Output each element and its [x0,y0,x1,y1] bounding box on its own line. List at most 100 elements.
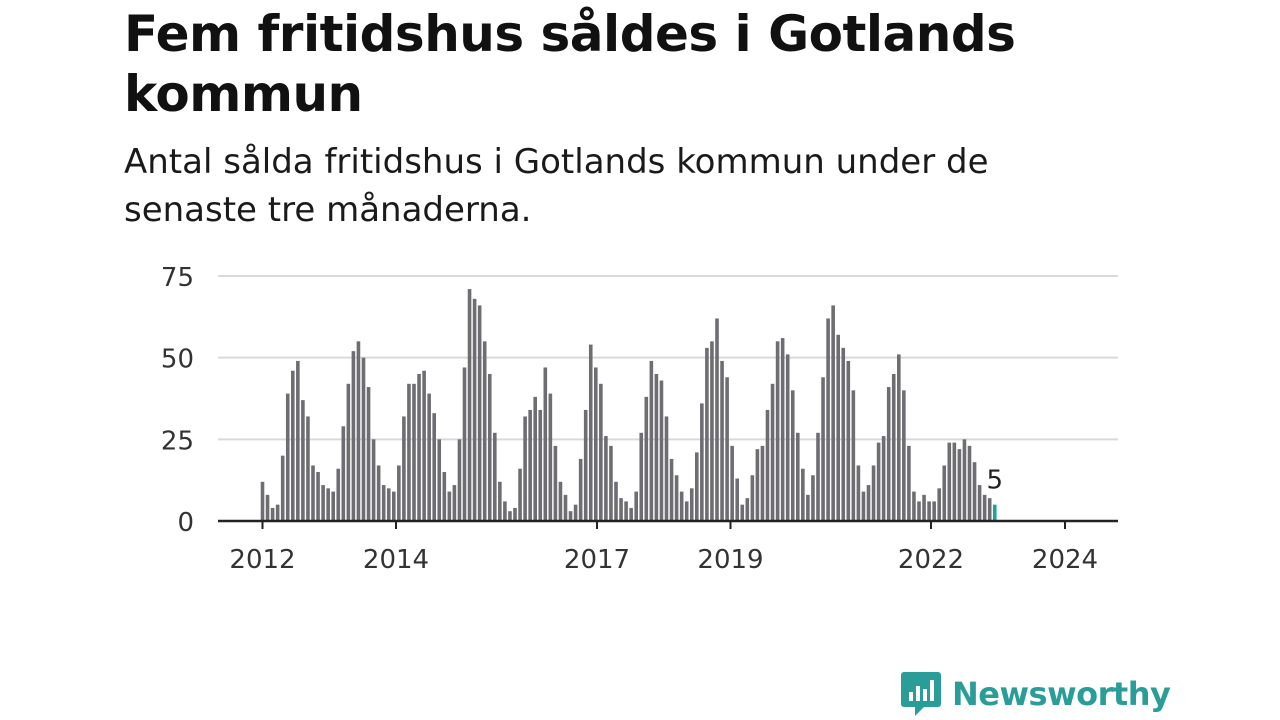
bar [674,475,679,521]
bar [513,507,517,521]
bar [467,289,472,521]
bar [326,488,330,521]
bar [331,491,335,521]
bar [270,507,275,521]
bar [654,374,659,521]
bar [871,465,876,521]
bar [775,341,780,521]
bar [523,416,527,521]
bar [785,354,790,521]
bar [493,432,497,521]
bar [558,481,563,521]
bar [937,488,941,521]
brand-logo[interactable]: Newsworthy [900,668,1171,720]
bar [376,465,381,521]
bar [392,491,396,521]
x-axis-labels: 2012 2014 2017 2019 2022 2024 [229,521,1098,575]
bar [543,367,548,521]
bar [311,465,315,521]
chart-subtitle: Antal sålda fritidshus i Gotlands kommun… [124,142,989,230]
bar [604,436,608,521]
bar [886,387,891,521]
bar [280,455,285,521]
bars [260,289,997,521]
bar [735,478,739,521]
bar [417,374,421,521]
bar [422,370,426,521]
bar [265,494,270,521]
bar [816,432,820,521]
bar [780,338,785,521]
bar [927,501,931,521]
bar [922,494,926,521]
bar [705,347,709,521]
bar [972,462,977,521]
bar [296,360,300,521]
bar [897,354,901,521]
bar [498,481,502,521]
bar [907,445,911,521]
bar [982,494,987,521]
bar [356,341,361,521]
bar [427,393,431,521]
bar [508,511,512,521]
bar [583,409,588,521]
x-tick-label: 2017 [564,545,630,575]
bar [538,409,543,521]
y-tick-label: 75 [161,263,194,293]
bar [341,426,346,521]
bar [725,377,729,521]
bar [285,393,290,521]
bar [472,298,477,521]
bar [361,357,366,521]
bar [371,439,376,521]
bar [624,501,628,521]
y-tick-label: 0 [177,508,194,538]
bar [851,390,856,521]
bar [836,334,840,521]
bar [891,374,896,521]
bar [740,504,745,521]
bar [336,468,341,521]
bar [947,442,952,521]
bar [306,416,310,521]
bar [639,432,644,521]
bar [482,341,487,521]
bar [321,485,325,521]
bar [528,409,532,521]
bar [664,416,669,521]
bar [301,400,305,521]
bar [346,383,351,521]
bar [987,498,992,521]
bar [977,485,982,521]
bar [452,485,457,521]
bar [503,501,507,521]
bar [407,383,411,521]
bar [942,465,947,521]
bar [861,491,866,521]
bar [644,396,649,521]
bar [412,383,416,521]
bar [457,439,462,521]
bar [826,318,830,521]
bar [962,439,967,521]
bar [846,360,851,521]
bar [659,380,664,521]
bar [750,475,755,521]
bar [841,347,846,521]
bar [563,494,568,521]
bar [397,465,401,521]
bar [316,472,320,521]
bar [487,374,492,521]
bar [518,468,522,521]
bar [614,481,618,521]
x-tick-label: 2012 [229,545,295,575]
bar [477,305,482,521]
bar [806,494,810,521]
bar [796,432,800,521]
highlight-value-label: 5 [986,466,1003,496]
bar [695,452,699,521]
bar [432,413,436,521]
bar [770,383,775,521]
bar [629,507,633,521]
